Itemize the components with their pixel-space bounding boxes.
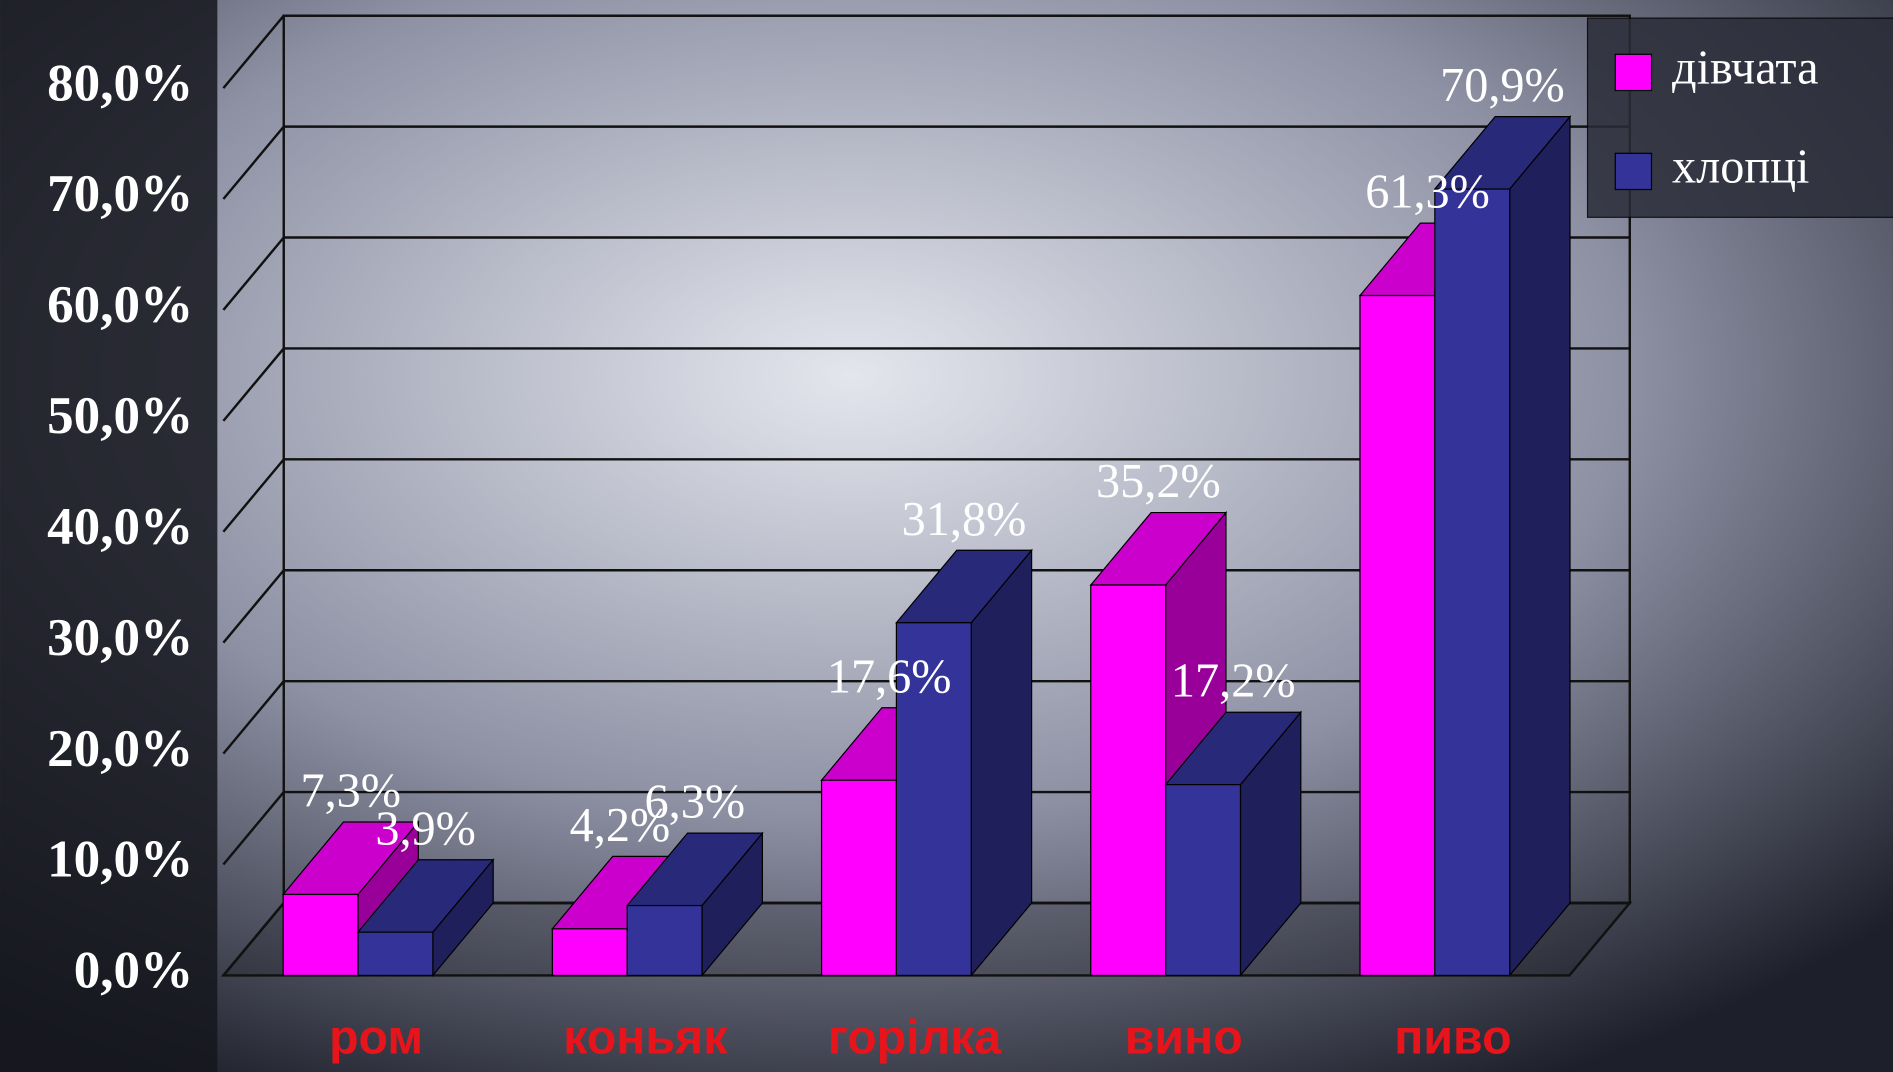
- grid-line-side: [222, 458, 285, 533]
- value-label: 35,2%: [1096, 455, 1221, 508]
- value-label: 31,8%: [902, 493, 1027, 546]
- bar: [1164, 710, 1303, 978]
- grid-line-side: [222, 347, 285, 422]
- bar-front: [1165, 784, 1242, 977]
- bar-front: [551, 928, 628, 977]
- value-label: 61,3%: [1365, 166, 1490, 219]
- value-label: 7,3%: [300, 765, 401, 818]
- y-tick-label: 10,0%: [47, 831, 193, 889]
- bar-side: [1509, 114, 1571, 978]
- bar: [625, 831, 764, 978]
- grid-line-side: [222, 902, 285, 977]
- bar: [895, 548, 1033, 978]
- bar-front: [895, 622, 972, 977]
- legend-swatch: [1614, 53, 1653, 92]
- bar-front: [1434, 188, 1511, 977]
- y-tick-label: 0,0%: [74, 942, 194, 1000]
- y-tick-label: 20,0%: [47, 720, 193, 778]
- legend-swatch: [1614, 152, 1653, 191]
- grid-line-side: [222, 680, 285, 755]
- legend-label: хлопці: [1672, 141, 1809, 194]
- left-panel: [0, 0, 218, 1072]
- value-label: 3,9%: [375, 802, 476, 855]
- legend: дівчата хлопці: [1586, 17, 1893, 218]
- y-tick-label: 50,0%: [47, 387, 193, 445]
- bar: [1433, 114, 1572, 978]
- bar-front: [820, 779, 898, 977]
- bar-front: [282, 893, 359, 977]
- value-label: 17,2%: [1171, 655, 1296, 708]
- x-tick-label: вино: [1125, 1010, 1243, 1064]
- bar-front: [1359, 294, 1436, 977]
- y-tick-label: 40,0%: [47, 498, 193, 556]
- x-tick-label: коньяк: [563, 1010, 728, 1064]
- x-tick-label: горілка: [828, 1010, 1003, 1064]
- bar: [356, 858, 495, 978]
- grid-line-side: [222, 125, 285, 200]
- y-tick-label: 80,0%: [47, 54, 193, 112]
- bar-front: [357, 931, 434, 977]
- x-tick-label: пиво: [1394, 1010, 1511, 1064]
- legend-label: дівчата: [1672, 42, 1818, 95]
- y-tick-label: 60,0%: [47, 276, 193, 334]
- grid-line-side: [222, 791, 285, 866]
- y-tick-label: 70,0%: [47, 165, 193, 223]
- value-label: 4,2%: [570, 799, 671, 852]
- bar-front: [1090, 584, 1167, 977]
- value-label: 6,3%: [645, 776, 746, 829]
- grid-line-side: [222, 14, 285, 89]
- bar-side: [970, 548, 1033, 978]
- grid-line-side: [222, 569, 285, 644]
- bar-front: [626, 904, 703, 977]
- value-label: 17,6%: [827, 650, 952, 703]
- plot-area: 0,0% 10,0% 20,0% 30,0% 40,0% 50,0% 60,0% 70,0% 8…: [47, 14, 1633, 1064]
- x-tick-label: ром: [329, 1010, 423, 1064]
- grid-line-side: [222, 236, 285, 311]
- y-tick-label: 30,0%: [47, 609, 193, 667]
- value-label: 70,9%: [1440, 59, 1565, 112]
